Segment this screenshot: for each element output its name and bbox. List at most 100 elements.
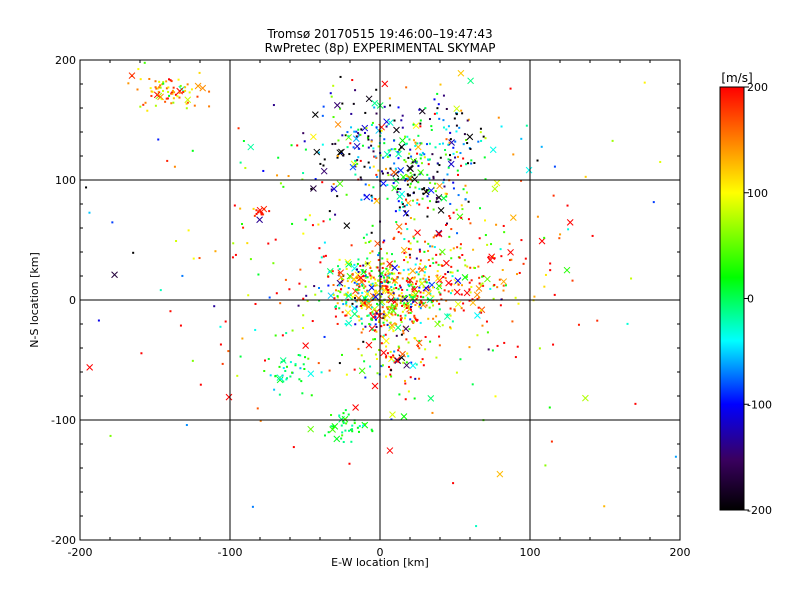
data-point (257, 273, 260, 276)
data-point (390, 304, 393, 307)
data-point (406, 183, 409, 186)
data-point (403, 252, 406, 255)
data-point-cross (400, 246, 408, 254)
data-point (449, 292, 452, 295)
data-point-cross (343, 222, 351, 229)
data-point (353, 281, 356, 284)
data-point (352, 146, 355, 149)
data-point (252, 207, 255, 210)
data-point (397, 200, 400, 203)
data-point (426, 195, 429, 198)
data-point (381, 335, 384, 338)
data-point (412, 191, 415, 194)
data-point (449, 271, 452, 274)
data-point (244, 166, 247, 169)
data-point (422, 302, 425, 305)
data-point (403, 296, 406, 299)
data-point (389, 373, 392, 376)
data-point (297, 304, 300, 307)
data-point-cross (563, 266, 571, 274)
data-point (383, 315, 386, 318)
data-point (362, 287, 365, 290)
data-point (414, 318, 417, 321)
data-point (374, 278, 377, 281)
data-point (140, 352, 143, 355)
data-point (386, 280, 389, 283)
data-point (438, 335, 441, 338)
data-point (453, 309, 456, 312)
data-point (380, 262, 383, 265)
data-point (162, 81, 165, 84)
data-point (360, 354, 363, 357)
data-point (374, 329, 377, 332)
data-point (299, 354, 302, 357)
data-point (571, 279, 574, 282)
data-point (383, 276, 386, 279)
data-point (520, 239, 523, 242)
data-point (415, 319, 418, 322)
data-point (446, 270, 449, 273)
data-point (227, 350, 230, 353)
data-point (170, 80, 173, 83)
data-point (397, 231, 400, 234)
data-point (430, 125, 433, 128)
data-point (389, 306, 392, 309)
data-point-cross (386, 260, 394, 268)
data-point (359, 159, 362, 162)
data-point (391, 310, 394, 313)
data-point-cross (395, 150, 402, 158)
data-point (349, 294, 352, 297)
data-point (405, 198, 408, 201)
data-point (543, 236, 546, 239)
data-point (311, 320, 314, 323)
data-point (400, 119, 403, 122)
data-point (485, 320, 488, 323)
data-point (370, 428, 373, 431)
data-point (435, 300, 438, 303)
data-point (374, 289, 377, 292)
data-point (404, 160, 407, 163)
data-point (434, 234, 437, 237)
data-point (167, 86, 170, 89)
data-point (322, 164, 325, 167)
data-point (299, 367, 302, 370)
data-point (342, 422, 345, 425)
data-point-cross (389, 411, 396, 418)
data-point (321, 114, 324, 117)
data-point (451, 320, 454, 323)
data-point (409, 216, 412, 219)
data-point (359, 264, 362, 267)
data-point (385, 278, 388, 281)
data-point (510, 258, 513, 261)
data-point (404, 382, 407, 385)
data-point (282, 185, 285, 188)
data-point (446, 313, 449, 316)
data-point (291, 222, 294, 225)
data-point (371, 328, 374, 331)
data-point (552, 343, 555, 346)
data-point (391, 272, 394, 275)
data-point (377, 279, 380, 282)
data-point (377, 254, 380, 257)
data-point (181, 274, 184, 277)
data-point (364, 295, 367, 298)
data-point (294, 363, 297, 366)
data-point (424, 278, 427, 281)
data-point (418, 301, 421, 304)
data-point (418, 173, 421, 176)
data-point-cross (443, 259, 450, 267)
data-point (447, 290, 450, 293)
data-point (349, 428, 352, 431)
data-point (166, 97, 169, 100)
data-point (496, 286, 499, 289)
data-point (278, 365, 281, 368)
data-point (416, 152, 419, 155)
data-point-cross (411, 285, 419, 293)
data-point (460, 307, 463, 310)
data-point (398, 284, 401, 287)
data-point-cross (381, 286, 389, 294)
data-point (290, 144, 293, 147)
data-point (404, 135, 407, 138)
data-point (422, 286, 425, 289)
data-point (412, 320, 415, 323)
